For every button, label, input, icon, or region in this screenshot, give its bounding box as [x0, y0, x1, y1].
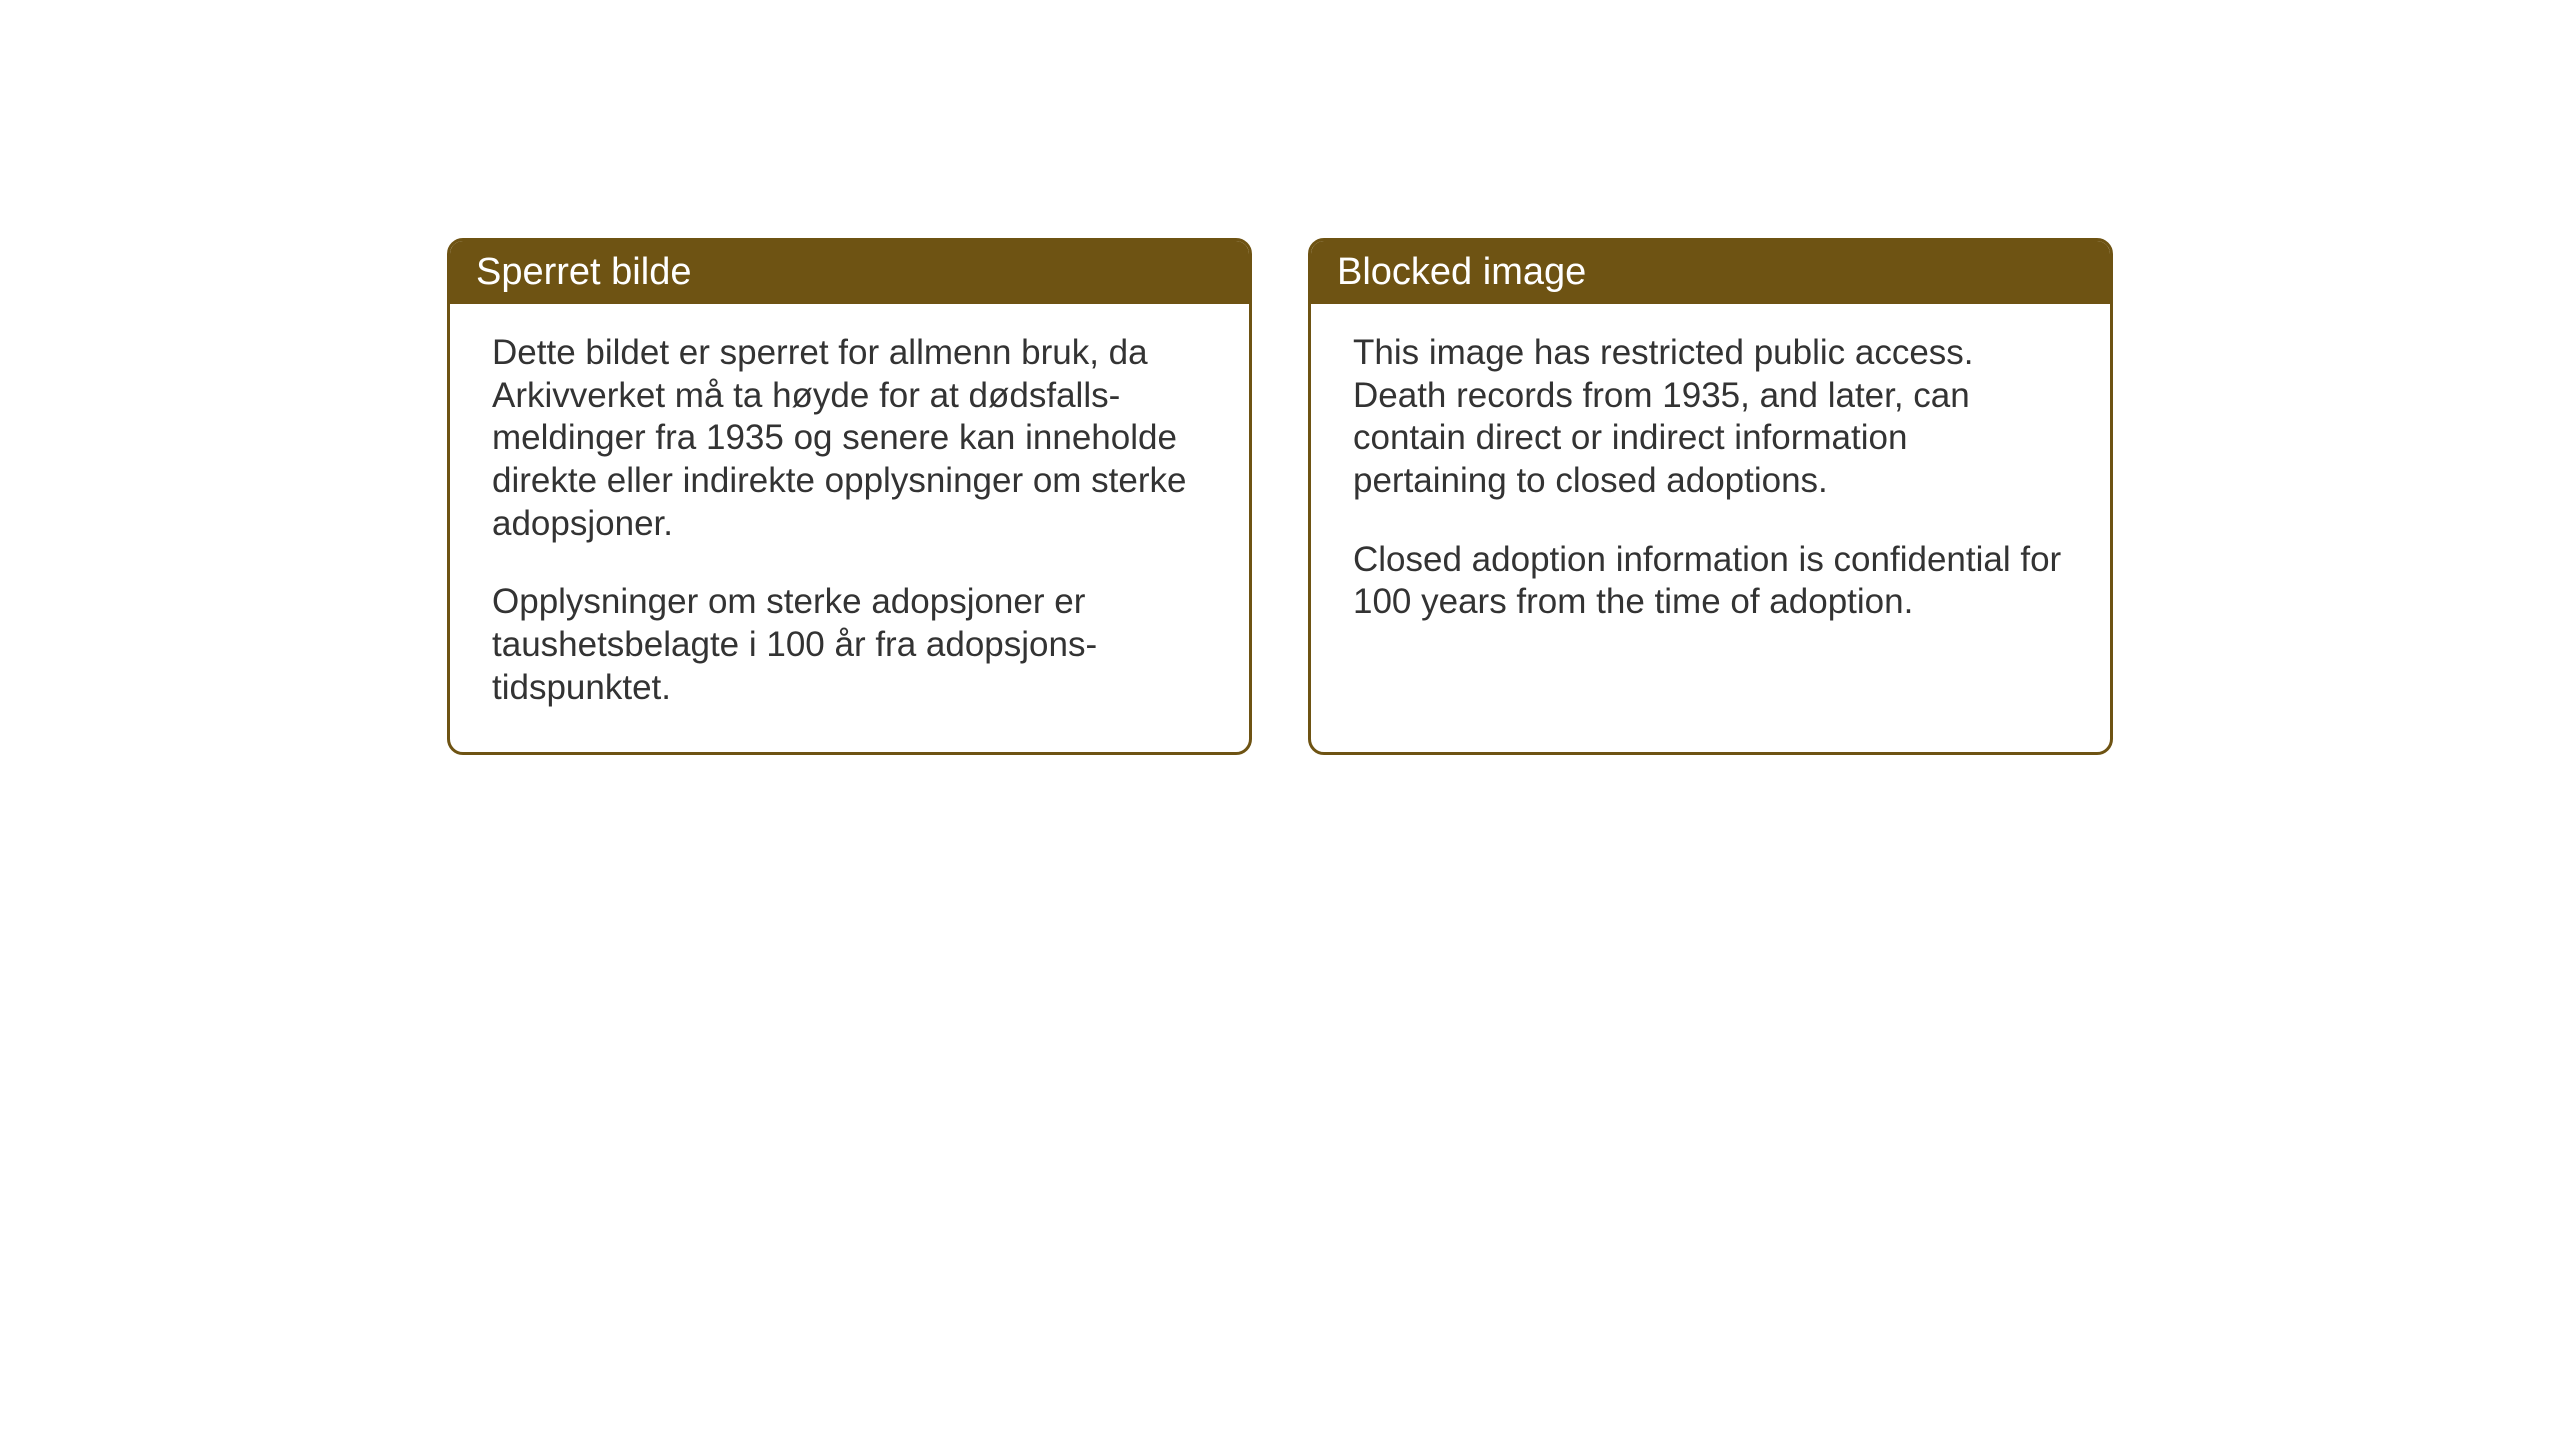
norwegian-card-body: Dette bildet er sperret for allmenn bruk…	[450, 304, 1249, 752]
norwegian-notice-card: Sperret bilde Dette bildet er sperret fo…	[447, 238, 1252, 755]
english-card-body: This image has restricted public access.…	[1311, 304, 2110, 666]
english-card-title: Blocked image	[1311, 241, 2110, 304]
norwegian-card-title: Sperret bilde	[450, 241, 1249, 304]
english-paragraph-2: Closed adoption information is confident…	[1353, 539, 2068, 624]
norwegian-paragraph-1: Dette bildet er sperret for allmenn bruk…	[492, 332, 1207, 545]
notice-container: Sperret bilde Dette bildet er sperret fo…	[447, 238, 2113, 755]
english-notice-card: Blocked image This image has restricted …	[1308, 238, 2113, 755]
norwegian-paragraph-2: Opplysninger om sterke adopsjoner er tau…	[492, 581, 1207, 709]
english-paragraph-1: This image has restricted public access.…	[1353, 332, 2068, 503]
